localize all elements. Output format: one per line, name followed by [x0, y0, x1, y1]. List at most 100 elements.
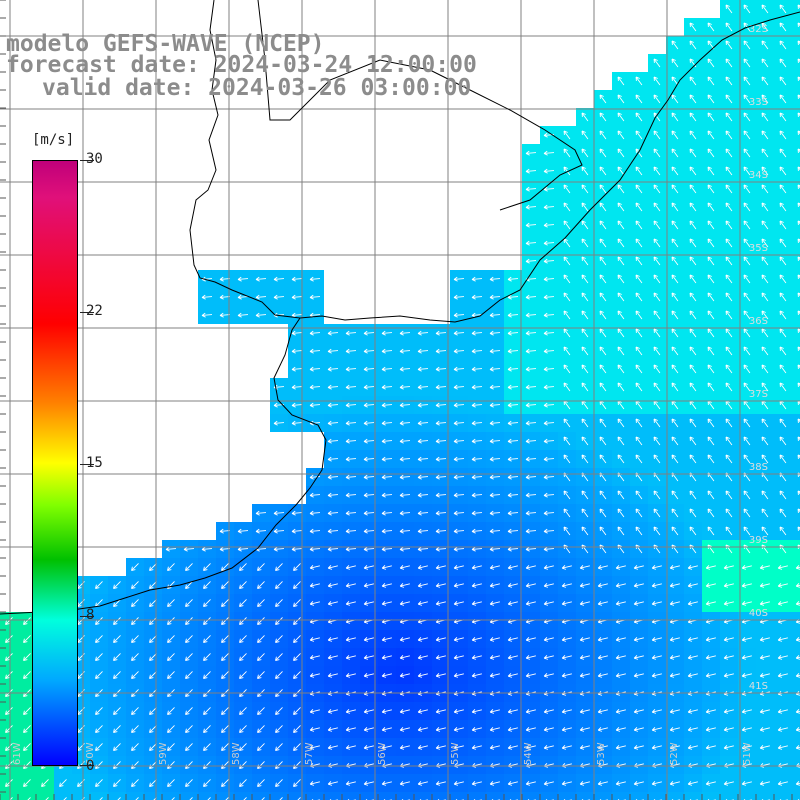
wind-arrow: [237, 276, 249, 282]
longitude-label: 51W: [742, 742, 753, 765]
wind-arrow: [779, 238, 787, 248]
wind-arrow: [635, 166, 643, 176]
wind-arrow: [617, 526, 625, 536]
wind-arrow: [345, 565, 356, 570]
wind-arrow: [615, 727, 626, 732]
wind-arrow: [435, 673, 446, 678]
wind-arrow: [5, 779, 13, 787]
wind-arrow: [669, 637, 680, 642]
wind-arrow: [417, 709, 428, 714]
wind-arrow: [671, 166, 679, 176]
wind-speed-cell: [72, 792, 90, 800]
wind-arrow: [275, 707, 283, 715]
wind-arrow: [581, 436, 589, 446]
wind-arrow: [489, 709, 500, 714]
wind-arrow: [381, 474, 393, 480]
wind-arrow: [725, 328, 733, 338]
wind-speed-cell: [54, 792, 72, 800]
wind-arrow: [543, 330, 555, 336]
wind-arrow: [23, 653, 31, 661]
wind-arrow: [705, 655, 716, 660]
wind-arrow: [669, 673, 680, 678]
wind-arrow: [221, 779, 229, 787]
wind-arrow: [167, 599, 175, 607]
wind-arrow: [345, 348, 357, 354]
wind-arrow: [563, 526, 571, 536]
wind-arrow: [203, 779, 211, 787]
wind-arrow: [725, 130, 733, 140]
wind-arrow: [653, 310, 661, 320]
wind-arrow: [707, 508, 715, 518]
wind-arrow: [471, 276, 483, 282]
wind-arrow: [345, 583, 356, 588]
wind-arrow: [599, 328, 607, 338]
wind-speed-cell: [792, 288, 800, 306]
colorbar-tick: [80, 312, 94, 313]
wind-arrow: [669, 601, 680, 606]
wind-speed-cell: [792, 306, 800, 324]
wind-arrow: [131, 653, 139, 661]
wind-arrow: [743, 454, 751, 464]
wind-arrow: [599, 490, 607, 500]
wind-arrow: [471, 510, 483, 516]
wind-arrow: [563, 310, 571, 320]
wind-arrow: [689, 76, 697, 86]
wind-arrow: [543, 709, 554, 714]
wind-arrow: [257, 761, 265, 769]
wind-arrow: [239, 671, 247, 679]
wind-arrow: [707, 76, 715, 86]
wind-arrow: [635, 382, 643, 392]
wind-arrow: [279, 797, 283, 800]
wind-arrow: [687, 583, 698, 588]
wind-arrow: [525, 655, 536, 660]
wind-arrow: [563, 220, 571, 230]
wind-arrow: [221, 725, 229, 733]
wind-arrow: [149, 617, 157, 625]
wind-arrow: [257, 671, 265, 679]
wind-arrow: [525, 510, 537, 516]
wind-arrow: [635, 220, 643, 230]
wind-arrow: [689, 22, 697, 32]
wind-arrow: [779, 148, 787, 158]
wind-speed-cell: [792, 126, 800, 144]
wind-arrow: [257, 725, 265, 733]
wind-arrow: [543, 204, 555, 210]
wind-arrow: [471, 637, 482, 642]
wind-arrow: [599, 202, 607, 212]
wind-arrow: [525, 348, 537, 354]
wind-arrow: [221, 761, 229, 769]
latitude-label: 33S: [749, 97, 768, 108]
wind-arrow: [63, 797, 67, 800]
wind-arrow: [239, 563, 247, 571]
wind-arrow: [599, 436, 607, 446]
wind-arrow: [275, 761, 283, 769]
wind-arrow: [381, 384, 393, 390]
wind-arrow: [435, 438, 447, 444]
wind-arrow: [221, 653, 229, 661]
wind-arrow: [761, 184, 769, 194]
wind-arrow: [345, 510, 357, 516]
wind-arrow: [471, 709, 482, 714]
wind-arrow: [561, 709, 572, 714]
wind-arrow: [725, 166, 733, 176]
wind-arrow: [795, 601, 800, 606]
wind-arrow: [417, 510, 429, 516]
wind-speed-cell: [792, 630, 800, 648]
wind-arrow: [453, 781, 464, 786]
wind-arrow: [543, 456, 555, 462]
wind-arrow: [345, 709, 356, 714]
wind-arrow: [563, 238, 571, 248]
wind-speed-cell: [792, 774, 800, 792]
wind-arrow: [399, 673, 410, 678]
wind-arrow: [381, 402, 393, 408]
wind-arrow: [581, 166, 589, 176]
wind-arrow: [507, 528, 519, 534]
wind-arrow: [779, 364, 787, 374]
longitude-label: 53W: [596, 742, 607, 765]
wind-arrow: [471, 745, 482, 750]
wind-arrow: [761, 94, 769, 104]
wind-arrow: [453, 294, 465, 300]
wind-arrow: [653, 490, 661, 500]
wind-arrow: [671, 454, 679, 464]
wind-arrow: [489, 348, 501, 354]
